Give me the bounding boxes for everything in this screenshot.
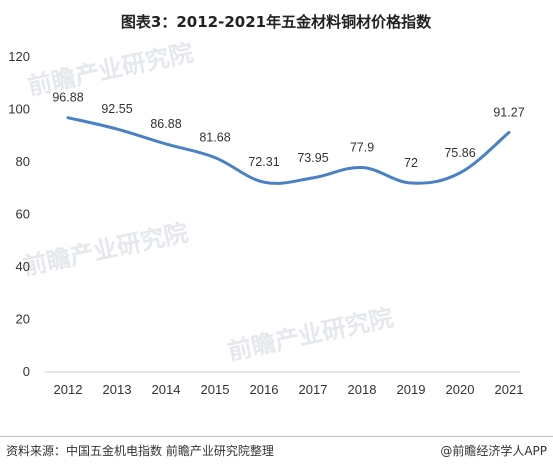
data-label: 75.86 — [444, 146, 475, 160]
footer-divider — [0, 436, 553, 437]
data-label: 86.88 — [150, 117, 181, 131]
x-tick-label: 2020 — [446, 382, 475, 397]
x-axis: 2012 2013 2014 2015 2016 2017 2018 2019 2020 2021 — [54, 382, 524, 397]
source-note: 资料来源：中国五金机电指数 前瞻产业研究院整理 — [6, 444, 274, 458]
data-label: 96.88 — [52, 91, 83, 105]
watermark-text: 前瞻产业研究院 — [225, 304, 395, 366]
x-tick-label: 2015 — [201, 382, 230, 397]
series-line — [66, 116, 511, 185]
data-label: 81.68 — [199, 131, 230, 145]
x-tick-label: 2018 — [348, 382, 377, 397]
x-tick-label: 2021 — [495, 382, 524, 397]
watermark-text: 前瞻产业研究院 — [25, 39, 195, 101]
watermark-layer: 前瞻产业研究院 前瞻产业研究院 前瞻产业研究院 — [20, 39, 395, 366]
x-tick-label: 2012 — [54, 382, 83, 397]
x-tick-label: 2019 — [397, 382, 426, 397]
y-axis: 0 20 40 60 80 100 120 — [8, 49, 30, 379]
x-tick-label: 2016 — [250, 382, 279, 397]
data-label: 73.95 — [297, 151, 328, 165]
data-label: 91.27 — [493, 105, 524, 119]
data-label: 72.31 — [248, 155, 279, 169]
data-labels: 96.88 92.55 86.88 81.68 72.31 73.95 77.9 72 75.8… — [52, 91, 524, 170]
brand-credit: @前瞻经济学人APP — [440, 444, 547, 458]
data-label: 72 — [404, 156, 418, 170]
y-tick-label: 120 — [8, 49, 30, 64]
chart-title: 图表3：2012-2021年五金材料铜材价格指数 — [121, 13, 432, 31]
y-tick-label: 80 — [16, 154, 30, 169]
y-tick-label: 40 — [16, 259, 30, 274]
data-label: 92.55 — [101, 102, 132, 116]
watermark-text: 前瞻产业研究院 — [20, 219, 190, 281]
x-tick-label: 2017 — [299, 382, 328, 397]
data-label: 77.9 — [350, 141, 374, 155]
x-tick-label: 2014 — [152, 382, 181, 397]
y-tick-label: 0 — [23, 364, 30, 379]
y-tick-label: 100 — [8, 102, 30, 117]
y-tick-label: 60 — [16, 207, 30, 222]
y-tick-label: 20 — [16, 312, 30, 327]
x-tick-label: 2013 — [103, 382, 132, 397]
